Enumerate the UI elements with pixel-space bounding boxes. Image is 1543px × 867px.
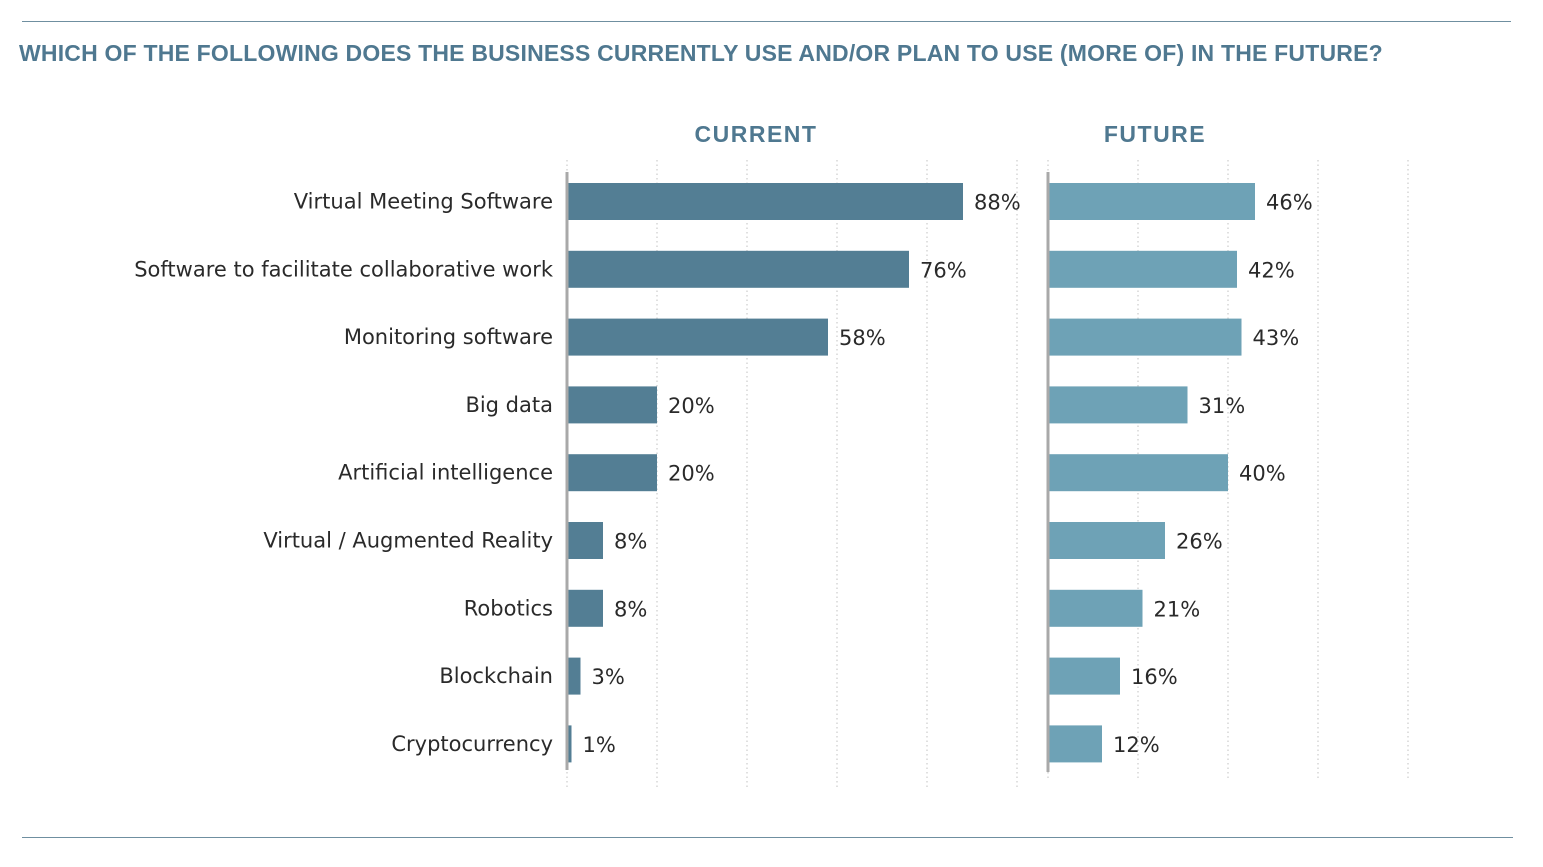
current-bar xyxy=(567,589,603,627)
category-label: Cryptocurrency xyxy=(391,732,553,756)
future-bar xyxy=(1048,725,1102,763)
category-label: Artificial intelligence xyxy=(338,461,553,485)
chart-title: WHICH OF THE FOLLOWING DOES THE BUSINESS… xyxy=(19,40,1383,66)
current-bar xyxy=(567,250,909,288)
current-bar xyxy=(567,454,657,492)
future-value-label: 16% xyxy=(1131,665,1178,689)
current-bar xyxy=(567,657,581,695)
current-bar xyxy=(567,522,603,559)
future-value-label: 21% xyxy=(1154,597,1201,621)
future-value-label: 26% xyxy=(1176,530,1223,554)
future-value-label: 12% xyxy=(1113,733,1160,757)
category-label: Software to facilitate collaborative wor… xyxy=(134,257,554,281)
future-bar xyxy=(1048,183,1255,220)
current-value-label: 20% xyxy=(668,394,715,418)
current-value-label: 3% xyxy=(592,665,625,689)
current-value-label: 1% xyxy=(583,733,616,757)
current-value-label: 8% xyxy=(614,530,647,554)
current-bar xyxy=(567,386,657,424)
category-label: Virtual Meeting Software xyxy=(294,190,553,214)
future-bar xyxy=(1048,657,1120,695)
current-value-label: 76% xyxy=(920,258,967,282)
bottom-rule xyxy=(22,837,1513,838)
current-bar xyxy=(567,318,828,356)
current-value-label: 58% xyxy=(839,326,886,350)
future-bar xyxy=(1048,522,1165,559)
future-bar xyxy=(1048,318,1242,356)
future-value-label: 43% xyxy=(1253,326,1300,350)
future-bar xyxy=(1048,386,1188,424)
future-bar xyxy=(1048,454,1228,492)
future-value-label: 42% xyxy=(1248,258,1295,282)
current-bar xyxy=(567,725,572,763)
category-label: Robotics xyxy=(464,596,553,620)
future-value-label: 46% xyxy=(1266,191,1313,215)
future-panel-title: FUTURE xyxy=(1104,121,1206,147)
current-value-label: 8% xyxy=(614,597,647,621)
future-value-label: 31% xyxy=(1199,394,1246,418)
current-value-label: 88% xyxy=(974,191,1021,215)
current-bar xyxy=(567,183,963,220)
top-rule xyxy=(22,21,1511,22)
current-value-label: 20% xyxy=(668,462,715,486)
future-bar xyxy=(1048,250,1237,288)
category-label: Virtual / Augmented Reality xyxy=(263,529,553,553)
future-value-label: 40% xyxy=(1239,462,1286,486)
category-label: Blockchain xyxy=(439,664,553,688)
category-label: Monitoring software xyxy=(344,325,553,349)
future-bar xyxy=(1048,589,1143,627)
category-label: Big data xyxy=(465,393,553,417)
current-panel-title: CURRENT xyxy=(695,121,818,147)
